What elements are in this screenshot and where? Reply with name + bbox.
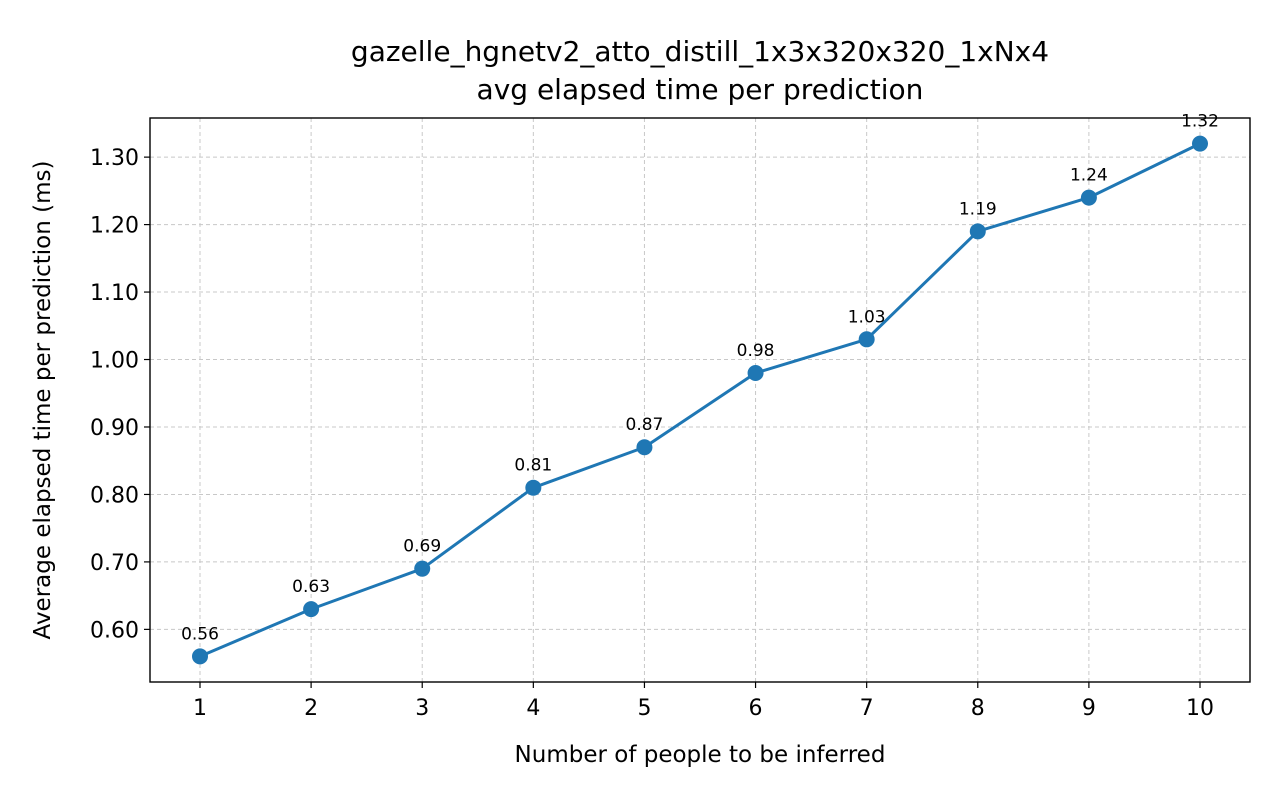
y-tick-label: 0.90: [90, 416, 139, 441]
data-point: [1080, 189, 1097, 206]
grid: [150, 118, 1250, 682]
x-tick-label: 6: [749, 696, 763, 721]
data-point: [525, 479, 542, 496]
series-line: [199, 142, 1201, 658]
y-tick-label: 1.30: [90, 146, 139, 171]
data-label: 1.19: [959, 199, 997, 219]
data-point: [1192, 135, 1208, 152]
x-tick-label: 10: [1186, 696, 1214, 721]
y-tick-label: 1.10: [90, 281, 139, 306]
data-label: 0.87: [626, 415, 664, 435]
data-label: 0.98: [737, 341, 775, 361]
chart-subtitle: avg elapsed time per prediction: [477, 73, 924, 106]
data-point: [969, 223, 986, 240]
data-label: 0.81: [514, 456, 552, 476]
x-tick-label: 5: [637, 696, 651, 721]
data-label: 0.56: [181, 624, 219, 644]
y-tick-label: 1.20: [90, 214, 139, 239]
y-tick-label: 0.60: [90, 618, 139, 643]
x-tick-label: 4: [526, 696, 540, 721]
y-tick-label: 1.00: [90, 349, 139, 374]
y-tick-label: 0.80: [90, 483, 139, 508]
y-tick-label: 0.70: [90, 551, 139, 576]
data-point: [747, 365, 764, 382]
data-point: [192, 648, 208, 665]
x-tick-label: 2: [304, 696, 318, 721]
series: 0.56 0.63 0.69 0.81 0.87 0.98 1.03 1.19 1.24 1.32: [181, 112, 1219, 665]
axis-ticks: 1 2 3 4 5 6 7 8 9 10 0.60 0.70 0.80 0.90 1.00 1.10 1.20 1…: [90, 146, 1214, 721]
x-tick-label: 3: [415, 696, 429, 721]
x-tick-label: 7: [860, 696, 874, 721]
data-label: 1.24: [1070, 166, 1108, 186]
x-tick-label: 9: [1082, 696, 1096, 721]
y-axis-label: Average elapsed time per prediction (ms): [30, 161, 56, 640]
data-point: [414, 560, 431, 577]
x-axis-label: Number of people to be inferred: [515, 742, 886, 768]
x-tick-label: 8: [971, 696, 985, 721]
data-label: 1.03: [848, 307, 886, 327]
data-point: [636, 439, 653, 456]
data-label: 1.32: [1181, 112, 1219, 132]
data-label: 0.69: [403, 537, 441, 557]
data-point: [303, 601, 320, 618]
x-tick-label: 1: [193, 696, 207, 721]
data-label: 0.63: [292, 577, 330, 597]
plot-frame: [149, 117, 1251, 683]
data-point: [858, 331, 875, 348]
chart-title: gazelle_hgnetv2_atto_distill_1x3x320x320…: [351, 35, 1049, 68]
